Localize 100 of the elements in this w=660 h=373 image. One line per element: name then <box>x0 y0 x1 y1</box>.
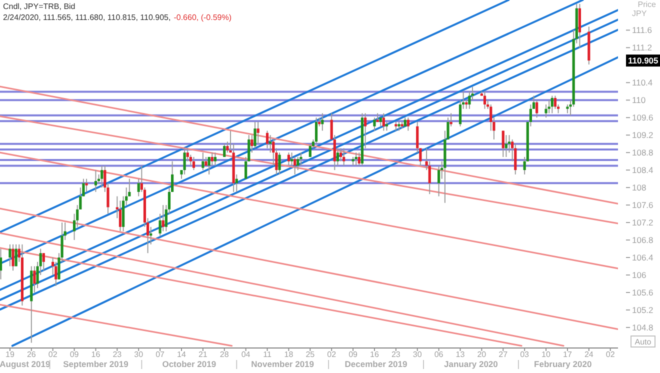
y-tick-label: 106.4 <box>632 252 654 263</box>
candlestick <box>186 148 189 162</box>
candlestick <box>118 200 122 232</box>
candlestick <box>250 134 254 154</box>
x-tick-label: 16 <box>370 350 380 359</box>
candlestick <box>266 130 269 149</box>
x-tick-label: 23 <box>112 350 122 359</box>
x-tick-label: 02 <box>48 350 58 359</box>
y-tick-label: 111.6 <box>632 25 652 36</box>
candlestick <box>550 95 554 114</box>
candlestick <box>342 148 346 166</box>
candlestick <box>183 148 186 175</box>
candlestick <box>300 152 302 166</box>
text: October 2019 <box>162 359 216 369</box>
candlestick <box>290 152 294 166</box>
x-tick-label: 24 <box>584 350 594 359</box>
y-tick-label: 109.6 <box>632 112 654 123</box>
y-tick-label: 107.6 <box>632 200 654 210</box>
candlestick <box>336 148 340 166</box>
candlestick <box>100 165 104 188</box>
x-tick-label: 26 <box>26 350 36 359</box>
y-tick-label: 109.2 <box>632 130 654 140</box>
y-tick-label: 105.2 <box>632 304 654 315</box>
candlestick <box>296 156 300 171</box>
text: November 2019 <box>251 359 314 369</box>
text: February 2020 <box>534 359 592 369</box>
x-tick-label: 09 <box>348 350 358 359</box>
candlestick <box>544 104 548 118</box>
candlestick <box>483 90 486 110</box>
y-tick-label: 105.6 <box>632 287 654 298</box>
candlestick <box>12 244 14 272</box>
x-tick-label: 02 <box>606 350 616 359</box>
candlestick <box>162 204 164 232</box>
candlestick <box>82 178 85 197</box>
x-tick-label: 04 <box>241 350 251 359</box>
x-tick-label: 23 <box>391 350 401 359</box>
candlestick <box>14 244 18 267</box>
text: JPY <box>632 9 648 18</box>
text: 110.905 <box>628 56 659 66</box>
x-tick-label: 16 <box>91 350 101 359</box>
x-tick-label: 21 <box>198 350 208 359</box>
candlestick <box>248 134 250 162</box>
x-tick-label: 19 <box>6 350 15 359</box>
candlestick <box>358 152 360 166</box>
text: August 2019 <box>0 359 50 369</box>
x-tick-label: 25 <box>306 350 316 359</box>
x-tick-label: 30 <box>412 350 422 359</box>
candlestick <box>373 117 376 132</box>
candlestick <box>502 130 504 158</box>
y-axis-title: Price <box>638 0 657 9</box>
candlestick <box>8 244 12 267</box>
candlestick <box>406 117 410 132</box>
candlestick <box>294 156 296 175</box>
x-tick-label: 18 <box>284 350 294 359</box>
x-tick-label: 13 <box>456 350 466 359</box>
candlestick <box>192 156 196 171</box>
x-tick-label: 09 <box>70 350 80 359</box>
y-tick-label: 108.4 <box>632 165 654 176</box>
x-tick-label: 07 <box>156 350 166 359</box>
y-tick-label: 111.2 <box>632 42 652 53</box>
candlestick <box>382 112 385 132</box>
x-tick-label: 06 <box>434 350 444 359</box>
x-tick-label: 14 <box>177 350 186 359</box>
candlestick <box>278 152 281 175</box>
candlestick <box>508 134 511 154</box>
candlestick <box>438 165 440 197</box>
chart-title: Cndl, JPY=TRB, Bid <box>3 2 76 11</box>
text: Auto <box>634 338 652 346</box>
y-tick-label: 108 <box>632 182 646 193</box>
candlestick <box>548 100 550 114</box>
y-tick-label: 107.2 <box>632 218 654 228</box>
text: January 2020 <box>444 359 498 369</box>
candlestick <box>308 143 312 158</box>
candlestick <box>269 134 272 154</box>
y-tick-label: 106.8 <box>632 235 654 246</box>
x-tick-label: 11 <box>263 350 272 359</box>
candlestick <box>94 170 98 192</box>
x-tick-label: 02 <box>327 350 337 359</box>
candlestick <box>468 90 471 110</box>
x-tick-label: 30 <box>134 350 144 359</box>
text: December 2019 <box>344 359 408 369</box>
y-tick-label: 108.8 <box>632 148 654 158</box>
x-tick-label: 27 <box>498 350 508 359</box>
candlestick <box>208 156 210 175</box>
candlestick <box>85 178 88 192</box>
y-tick-label: 110.4 <box>632 78 653 88</box>
y-tick-label: 110 <box>632 95 646 106</box>
x-tick-label: 28 <box>220 350 230 359</box>
y-tick-label: 104.8 <box>632 322 654 332</box>
candlestick <box>514 143 517 175</box>
candlestick <box>54 261 58 286</box>
candlestick <box>554 95 557 110</box>
candlestick <box>0 248 2 280</box>
candlestick <box>33 266 36 293</box>
annotation: -0.660, (-0.59%) <box>174 13 232 22</box>
candlestick <box>256 121 260 144</box>
candlestick <box>202 152 204 171</box>
x-tick-label: 03 <box>520 350 530 359</box>
y-tick-label: 106 <box>632 270 646 280</box>
candlestick <box>339 148 342 162</box>
